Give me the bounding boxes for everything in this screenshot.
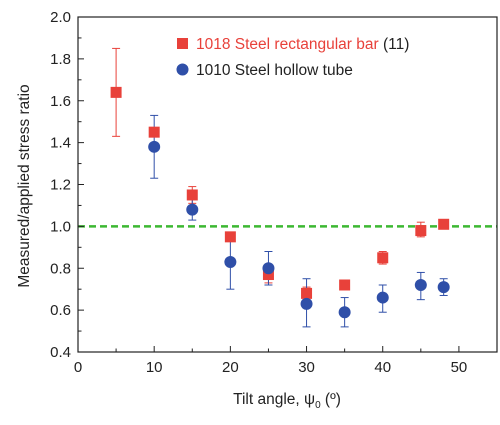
y-tick-label: 0.4 — [50, 344, 71, 361]
data-point-series-2 — [224, 255, 237, 268]
data-point-series-2 — [437, 281, 450, 294]
data-point-series-2 — [414, 279, 427, 291]
legend-label-series-2: 1010 Steel hollow tube — [196, 62, 353, 79]
data-point-series-2 — [338, 306, 351, 319]
data-point-series-2 — [262, 262, 275, 275]
data-point-series-1 — [301, 287, 313, 299]
data-point-series-2 — [300, 297, 313, 310]
data-point-series-1 — [438, 218, 450, 230]
data-point-series-1 — [148, 126, 160, 138]
data-point-series-1 — [224, 231, 236, 243]
y-axis-title: Measured/applied stress ratio — [16, 84, 33, 287]
y-tick-label: 1.2 — [50, 177, 71, 194]
legend-label-series-1: 1018 Steel rectangular bar (11) — [196, 36, 409, 53]
legend-label-suffix: (11) — [379, 36, 410, 53]
y-tick-label: 0.8 — [50, 260, 71, 277]
y-tick-label: 1.0 — [50, 218, 71, 235]
data-point-series-1 — [415, 225, 427, 237]
data-point-series-1 — [110, 86, 122, 98]
x-tick-label: 40 — [374, 359, 391, 376]
data-point-series-2 — [148, 140, 161, 153]
data-point-series-2 — [186, 203, 199, 216]
legend-marker-series-1 — [177, 38, 188, 49]
data-point-series-1 — [186, 189, 198, 201]
x-tick-label: 10 — [146, 359, 163, 376]
x-tick-label: 0 — [74, 359, 82, 376]
x-tick-label: 20 — [222, 359, 239, 376]
data-point-series-1 — [377, 252, 389, 264]
data-point-series-1 — [262, 269, 274, 281]
y-tick-label: 1.8 — [50, 51, 71, 68]
data-point-series-2 — [376, 291, 389, 304]
y-tick-label: 0.6 — [50, 302, 71, 319]
data-point-series-1 — [339, 279, 351, 291]
y-tick-label: 2.0 — [50, 9, 71, 26]
y-tick-label: 1.6 — [50, 93, 71, 110]
x-tick-label: 50 — [451, 359, 468, 376]
x-axis-title: Tilt angle, ψ0 (º) — [233, 391, 341, 411]
legend-marker-series-2 — [176, 63, 189, 76]
y-tick-label: 1.4 — [50, 135, 71, 152]
x-tick-label: 30 — [298, 359, 315, 376]
